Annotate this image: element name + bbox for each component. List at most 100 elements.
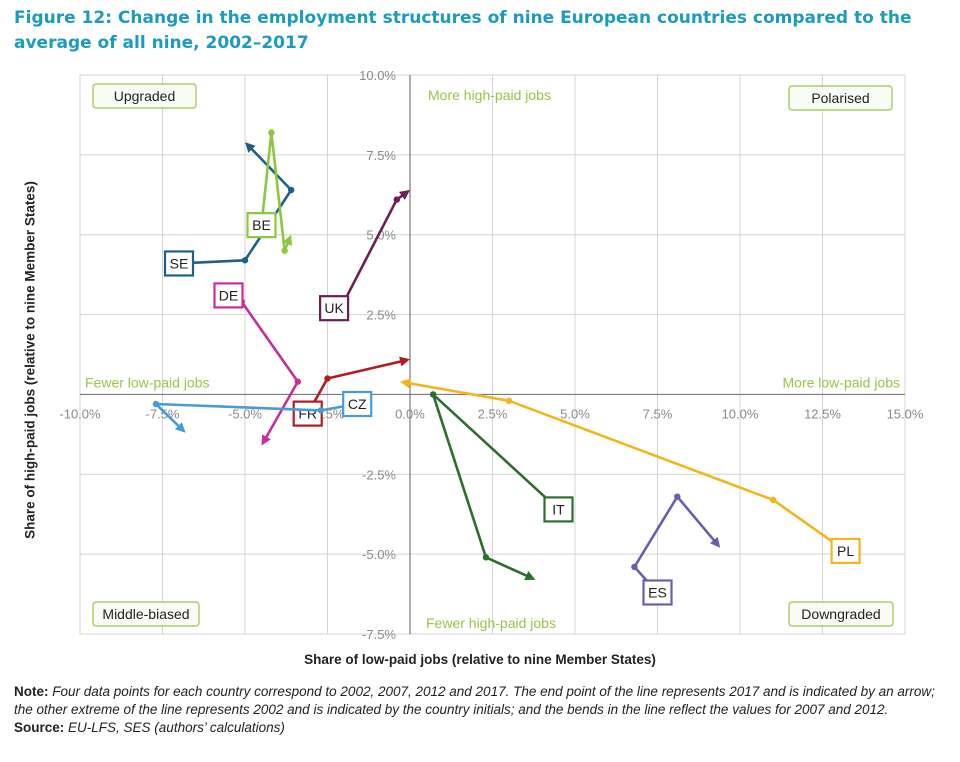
country-label-box xyxy=(163,250,195,277)
y-tick-label: 2.5% xyxy=(366,308,396,323)
x-tick-label: -10.0% xyxy=(59,406,101,421)
annotation-more-high-paid: More high-paid jobs xyxy=(428,87,551,103)
point-2007 xyxy=(429,391,437,398)
source-label: Source: xyxy=(14,720,65,735)
x-tick-label: 15.0% xyxy=(887,406,924,421)
country-label: UK xyxy=(324,300,344,316)
point-2007 xyxy=(241,257,249,264)
series-de: DE xyxy=(213,282,301,446)
arrowhead-2017 xyxy=(282,234,293,246)
point-2007 xyxy=(317,407,325,414)
y-tick-label: -7.5% xyxy=(362,627,396,642)
series-line-es xyxy=(633,495,716,594)
y-tick-label: 7.5% xyxy=(366,148,396,163)
quadrant-box xyxy=(92,83,197,109)
series-line-it xyxy=(431,393,560,577)
series-it: IT xyxy=(429,391,574,581)
chart-note: Note: Four data points for each country … xyxy=(14,683,949,737)
quadrant-label-text: Middle-biased xyxy=(102,606,189,622)
series-uk: UK xyxy=(319,189,410,322)
country-label: SE xyxy=(170,255,189,271)
arrowhead-2017 xyxy=(400,378,411,389)
point-2012 xyxy=(281,247,288,254)
quadrant-box xyxy=(92,601,200,627)
series-line-cz xyxy=(154,402,359,428)
chart-title: Figure 12: Change in the employment stru… xyxy=(14,8,912,53)
arrowhead-2017 xyxy=(174,422,186,433)
point-2007 xyxy=(769,496,777,504)
note-label: Note: xyxy=(14,684,49,699)
x-tick-label: 7.5% xyxy=(643,406,673,421)
country-label-box xyxy=(213,282,244,309)
quadrant-downgraded: Downgraded xyxy=(788,601,894,627)
quadrant-polarised: Polarised xyxy=(788,85,893,111)
axis-annotations: More high-paid jobs Fewer high-paid jobs F… xyxy=(85,87,900,631)
point-2012 xyxy=(152,400,160,408)
point-2007 xyxy=(268,129,275,136)
quadrant-box xyxy=(788,601,894,627)
source-text: EU-LFS, SES (authors’ calculations) xyxy=(68,720,285,735)
annotation-fewer-low-paid: Fewer low-paid jobs xyxy=(85,374,210,390)
quadrant-label-text: Polarised xyxy=(811,90,869,106)
quadrant-labels: Upgraded Polarised Middle-biased Downgraded xyxy=(92,83,894,627)
axes xyxy=(80,75,905,634)
arrowhead-2017 xyxy=(261,434,271,446)
series-lines: SE BE UK DE FR CZ IT ES PL xyxy=(152,129,861,606)
arrowhead-2017 xyxy=(709,536,721,548)
arrowhead-2017 xyxy=(524,571,536,581)
point-2012 xyxy=(482,554,490,561)
point-2012 xyxy=(505,397,513,405)
point-2012 xyxy=(288,186,295,194)
quadrant-middle-biased: Middle-biased xyxy=(92,601,200,627)
y-tick-label: 10.0% xyxy=(359,68,396,83)
country-label: PL xyxy=(837,543,854,559)
series-cz: CZ xyxy=(152,390,373,433)
series-es: ES xyxy=(631,493,721,606)
y-axis-title-text: Share of high-paid jobs (relative to nin… xyxy=(22,181,38,539)
quadrant-label-text: Upgraded xyxy=(114,88,176,104)
country-label-box xyxy=(543,496,574,523)
quadrant-label-text: Downgraded xyxy=(801,606,880,622)
point-2007 xyxy=(631,563,638,571)
series-pl: PL xyxy=(400,378,861,565)
tick-labels: -10.0% -7.5% -5.0% -2.5% 0.0% 2.5% 5.0% 7.5% 10.… xyxy=(59,68,923,642)
x-tick-label: 10.0% xyxy=(722,406,759,421)
arrowhead-2017 xyxy=(398,189,410,200)
x-tick-label: 12.5% xyxy=(804,406,841,421)
quadrant-box xyxy=(788,85,893,111)
country-label: IT xyxy=(552,501,565,517)
x-tick-label: 5.0% xyxy=(560,406,590,421)
country-label: BE xyxy=(252,217,271,233)
y-tick-label: -5.0% xyxy=(362,547,396,562)
y-tick-label: -2.5% xyxy=(362,467,396,482)
point-2012 xyxy=(324,375,331,382)
arrowhead-2017 xyxy=(245,142,256,153)
series-line-be xyxy=(260,131,289,252)
country-label-box xyxy=(319,295,350,322)
x-tick-label: -7.5% xyxy=(146,406,180,421)
country-label: CZ xyxy=(348,396,367,412)
point-2012 xyxy=(674,493,681,500)
country-label-box xyxy=(642,579,673,606)
country-label-box xyxy=(246,212,277,239)
annotation-more-low-paid: More low-paid jobs xyxy=(783,374,901,390)
scatter-chart: -10.0% -7.5% -5.0% -2.5% 0.0% 2.5% 5.0% 7.5% 10.… xyxy=(59,68,923,642)
quadrant-upgraded: Upgraded xyxy=(92,83,197,109)
x-tick-label: 2.5% xyxy=(478,406,508,421)
arrowhead-2017 xyxy=(399,356,410,367)
gridlines xyxy=(79,74,906,635)
x-tick-label: -5.0% xyxy=(228,406,262,421)
note-text: Four data points for each country corres… xyxy=(14,684,935,717)
country-label: DE xyxy=(219,287,238,303)
x-axis-title: Share of low-paid jobs (relative to nine… xyxy=(304,652,656,667)
country-label: FR xyxy=(298,406,317,422)
x-tick-label: 0.0% xyxy=(395,406,425,421)
country-label-box xyxy=(292,400,323,427)
country-label: ES xyxy=(648,584,667,600)
point-2012 xyxy=(393,196,400,203)
annotation-fewer-high-paid: Fewer high-paid jobs xyxy=(426,615,556,631)
y-tick-label: 5.0% xyxy=(366,228,396,243)
series-line-pl xyxy=(408,382,847,553)
country-label-box xyxy=(830,537,861,565)
point-2012 xyxy=(294,378,301,385)
